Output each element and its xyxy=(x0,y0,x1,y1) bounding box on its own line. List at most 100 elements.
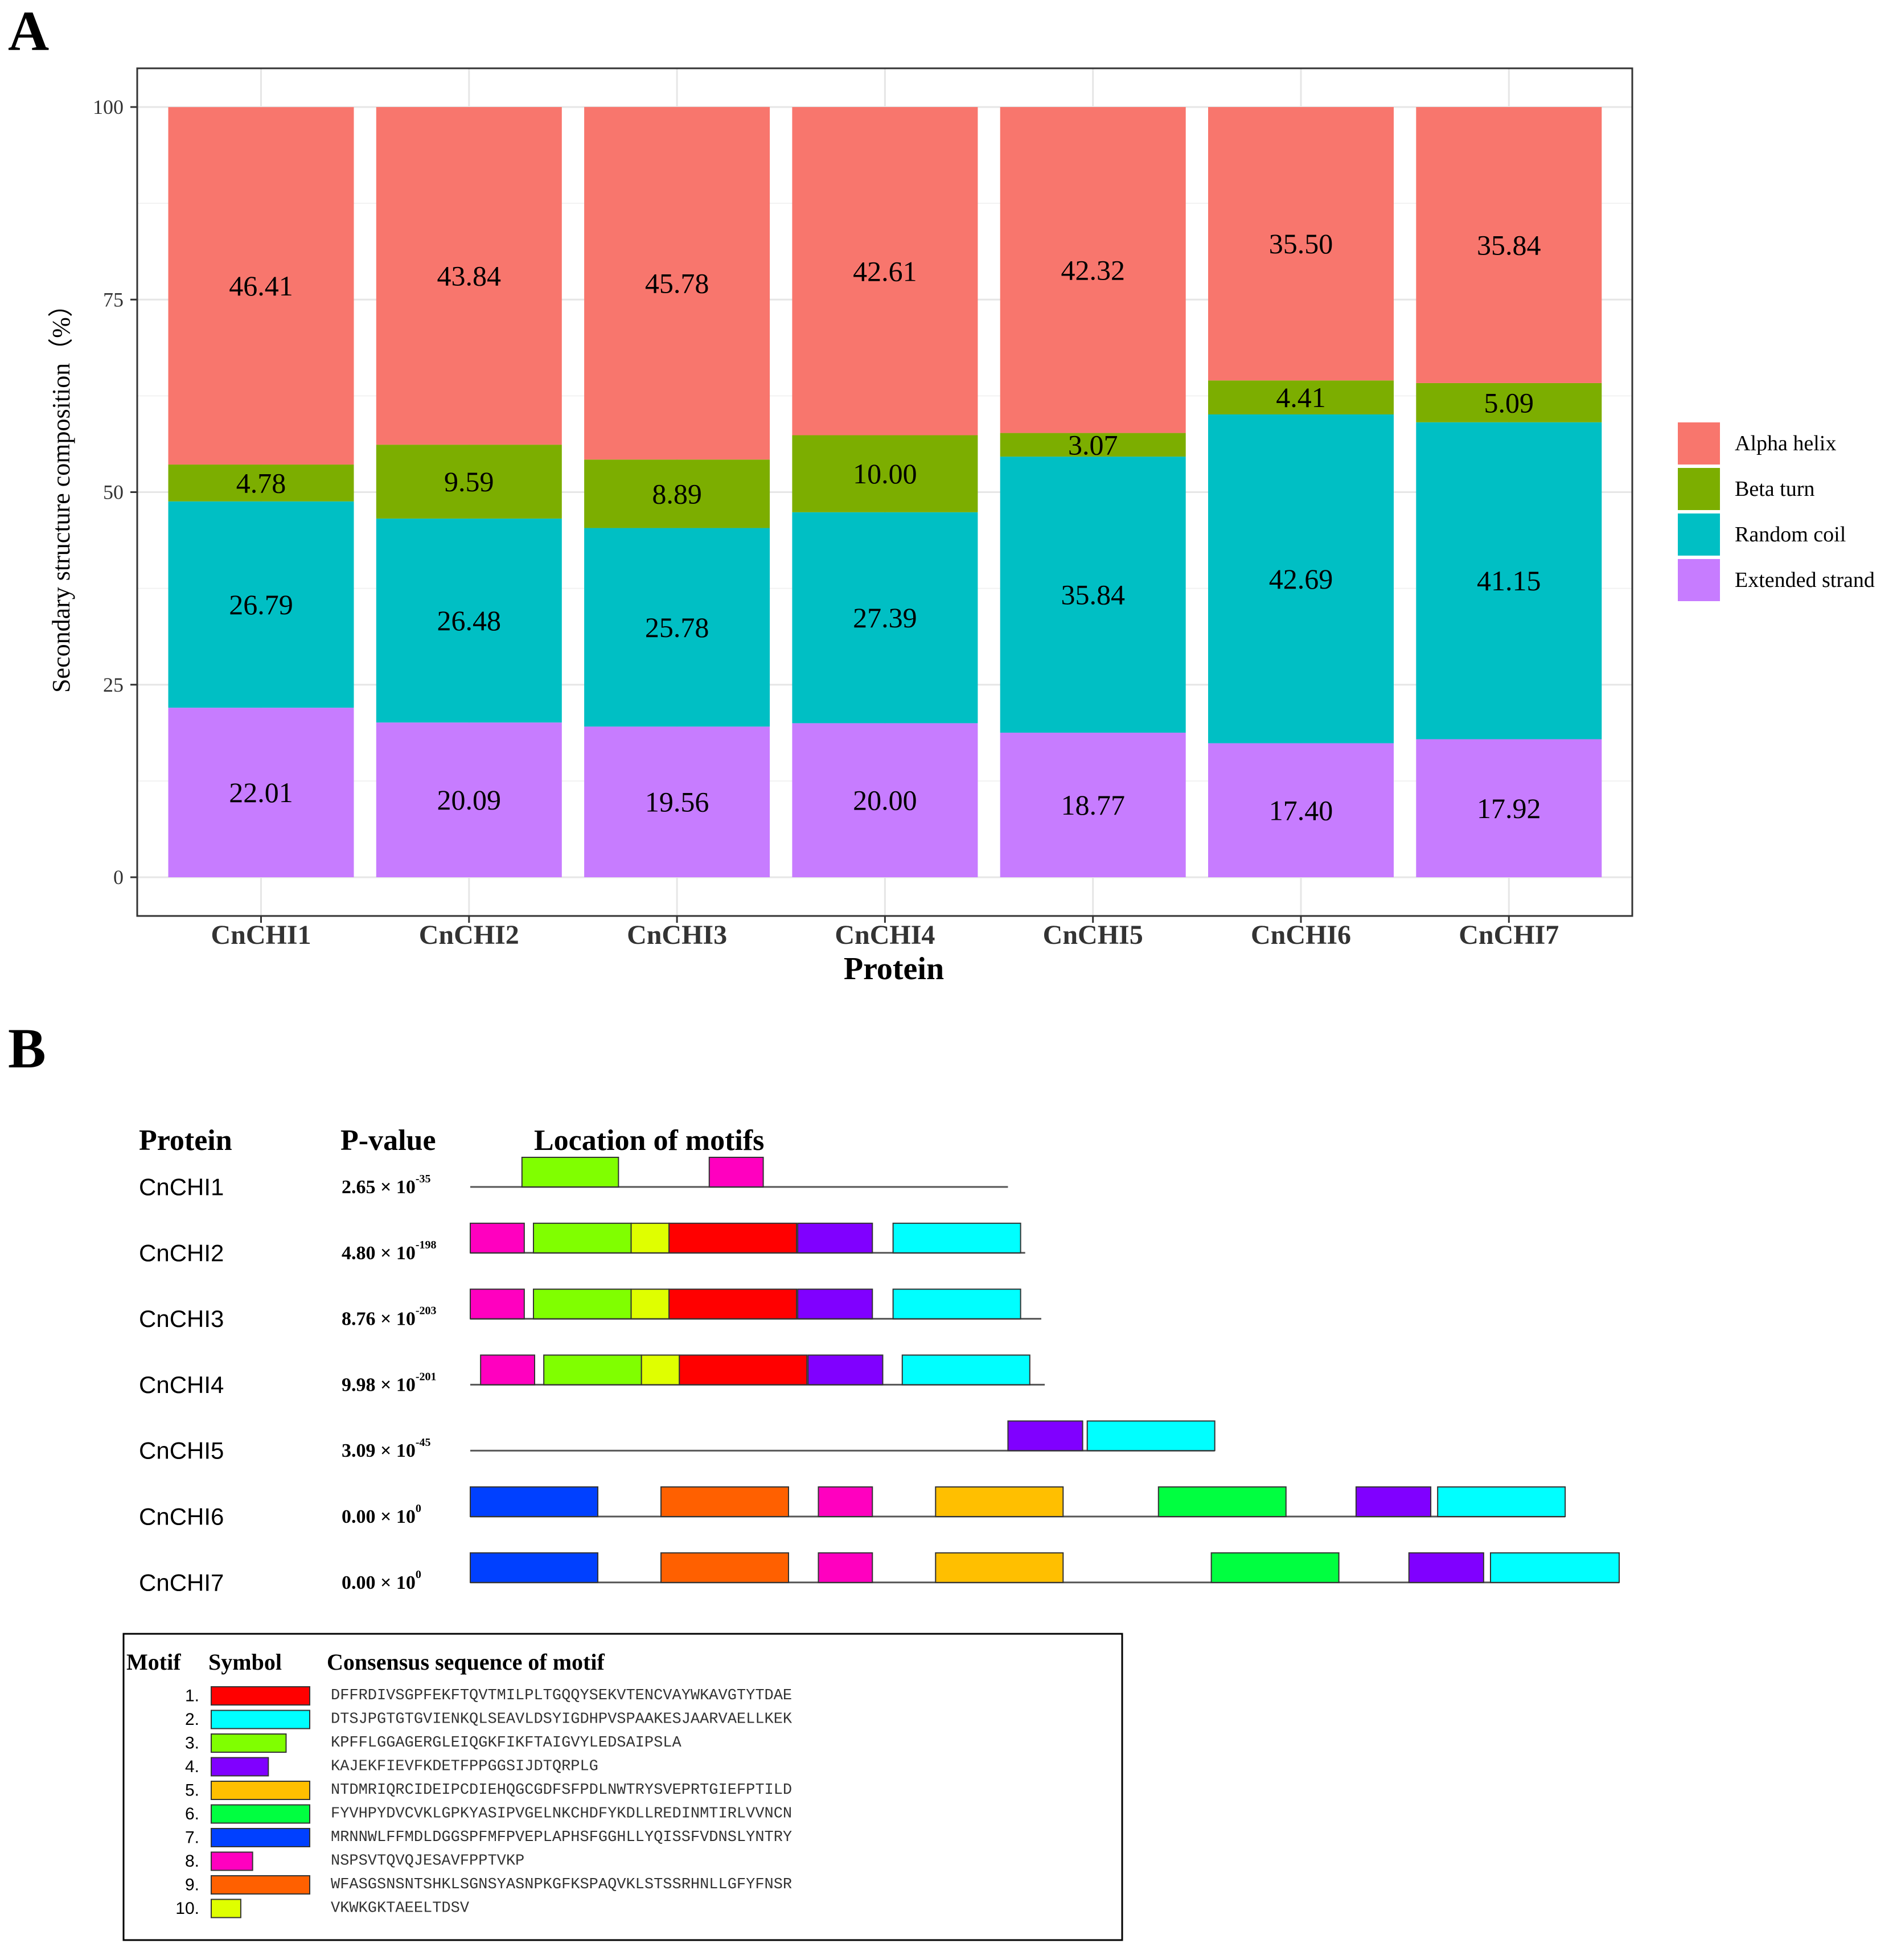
motif-row-protein: CnCHI6 xyxy=(139,1503,224,1530)
data-label-beta-turn-cnchi4: 10.00 xyxy=(853,458,917,490)
motif-row-cnchi2: CnCHI2 4.80 × 10-198 xyxy=(139,1222,1025,1266)
motif-block-10 xyxy=(640,1354,680,1386)
legend-motif-symbol-3 xyxy=(211,1733,287,1753)
motif-block-6 xyxy=(1157,1486,1287,1517)
legend-key-alpha-helix xyxy=(1678,422,1720,465)
y-tick-label: 75 xyxy=(103,288,124,311)
motif-header-pvalue: P-value xyxy=(340,1124,436,1157)
motif-block-7 xyxy=(470,1486,598,1517)
legend-motif-sequence: NTDMRIQRCIDEIPCDIEHQGCGDFSFPDLNWTRYSVEPR… xyxy=(331,1782,792,1799)
motif-block-5 xyxy=(935,1552,1064,1583)
legend-motif-number: 7. xyxy=(185,1828,199,1847)
motif-legend-box xyxy=(122,1633,1123,1941)
motif-block-2 xyxy=(1489,1552,1620,1583)
motif-block-7 xyxy=(470,1552,598,1583)
data-label-random-coil-cnchi3: 25.78 xyxy=(645,611,709,643)
motif-row-cnchi6: CnCHI6 0.00 × 100 xyxy=(139,1486,1566,1530)
data-label-alpha-helix-cnchi3: 45.78 xyxy=(645,268,709,299)
bar-random-coil-cnchi3 xyxy=(584,528,770,727)
motif-block-8 xyxy=(470,1288,525,1320)
bar-random-coil-cnchi7 xyxy=(1416,422,1602,739)
motif-block-8 xyxy=(818,1486,873,1517)
legend-label-extended-strand: Extended strand xyxy=(1735,568,1875,592)
data-label-alpha-helix-cnchi6: 35.50 xyxy=(1269,228,1333,260)
motif-row-protein: CnCHI4 xyxy=(139,1371,224,1398)
legend-motif-sequence: VKWKGKTAEELTDSV xyxy=(331,1900,470,1917)
x-tick-label-cnchi2: CnCHI2 xyxy=(419,920,519,950)
data-label-beta-turn-cnchi6: 4.41 xyxy=(1276,381,1326,413)
y-tick-label: 0 xyxy=(113,866,124,889)
data-label-beta-turn-cnchi7: 5.09 xyxy=(1484,387,1534,418)
data-label-extended-strand-cnchi3: 19.56 xyxy=(645,786,709,818)
legend-motif-number: 1. xyxy=(185,1687,199,1706)
bar-random-coil-cnchi5 xyxy=(1000,457,1186,733)
x-tick-label-cnchi7: CnCHI7 xyxy=(1459,920,1559,950)
legend-motif-number: 5. xyxy=(185,1781,199,1800)
bar-beta-turn-cnchi7 xyxy=(1416,383,1602,422)
motif-block-1 xyxy=(668,1288,798,1320)
motif-block-6 xyxy=(1210,1552,1340,1583)
legend-motif-sequence: NSPSVTQVQJESAVFPPTVKP xyxy=(331,1853,524,1870)
x-axis-title: Protein xyxy=(844,951,944,987)
bar-alpha-helix-cnchi5 xyxy=(1000,107,1186,433)
motif-block-4 xyxy=(797,1288,873,1320)
motif-block-2 xyxy=(892,1288,1021,1320)
legend-label-random-coil: Random coil xyxy=(1735,523,1846,547)
x-tick-label-cnchi3: CnCHI3 xyxy=(627,920,727,950)
bar-extended-strand-cnchi5 xyxy=(1000,733,1186,877)
bar-extended-strand-cnchi3 xyxy=(584,726,770,877)
bar-beta-turn-cnchi3 xyxy=(584,459,770,528)
x-tick-label-cnchi5: CnCHI5 xyxy=(1043,920,1143,950)
motif-header-protein: Protein xyxy=(139,1124,232,1157)
motif-row-pvalue: 0.00 × 100 xyxy=(342,1502,421,1527)
motif-row-protein: CnCHI1 xyxy=(139,1174,224,1201)
data-label-extended-strand-cnchi1: 22.01 xyxy=(229,776,293,808)
motif-block-10 xyxy=(630,1288,670,1320)
motif-row-cnchi7: CnCHI7 0.00 × 100 xyxy=(139,1552,1620,1596)
legend-label-alpha-helix: Alpha helix xyxy=(1735,432,1836,455)
motif-row-cnchi1: CnCHI1 2.65 × 10-35 xyxy=(139,1157,1008,1201)
legend-motif-symbol-9 xyxy=(211,1875,310,1895)
motif-map: CnCHI1 2.65 × 10-35 CnCHI2 4.80 × 10-198 CnC… xyxy=(139,1157,1620,1596)
bar-beta-turn-cnchi5 xyxy=(1000,433,1186,457)
chart-legend: Alpha helix Beta turn Random coil Extended … xyxy=(1678,422,1875,601)
data-label-random-coil-cnchi6: 42.69 xyxy=(1269,563,1333,595)
motif-row-protein: CnCHI7 xyxy=(139,1569,224,1596)
data-label-random-coil-cnchi1: 26.79 xyxy=(229,589,293,621)
y-tick-label: 25 xyxy=(103,673,124,696)
stacked-bar-chart: 22.01 26.79 4.78 46.41 20.09 26.48 9.59 43.84 19… xyxy=(47,67,1875,987)
panel-b-label: B xyxy=(8,1017,46,1080)
legend-motif-number: 4. xyxy=(185,1757,199,1776)
motif-block-4 xyxy=(1408,1552,1484,1583)
motif-block-3 xyxy=(532,1288,632,1320)
x-tick-label-cnchi4: CnCHI4 xyxy=(835,920,935,950)
motif-row-protein: CnCHI5 xyxy=(139,1437,224,1464)
legend-header-symbol: Symbol xyxy=(208,1649,282,1675)
motif-block-3 xyxy=(532,1222,632,1254)
bar-alpha-helix-cnchi1 xyxy=(168,107,354,465)
x-tick-label-cnchi1: CnCHI1 xyxy=(211,920,311,950)
bar-alpha-helix-cnchi2 xyxy=(376,107,562,445)
motif-block-4 xyxy=(807,1354,884,1386)
motif-block-3 xyxy=(521,1157,619,1187)
motif-block-9 xyxy=(660,1552,789,1583)
legend-key-beta-turn xyxy=(1678,468,1720,510)
data-label-beta-turn-cnchi5: 3.07 xyxy=(1068,429,1118,461)
legend-motif-sequence: KPFFLGGAGERGLEIQGKFIKFTAIGVYLEDSAIPSLA xyxy=(331,1735,681,1752)
motif-block-1 xyxy=(679,1354,808,1386)
data-label-alpha-helix-cnchi4: 42.61 xyxy=(853,255,917,287)
motif-block-4 xyxy=(1355,1486,1432,1517)
motif-row-pvalue: 8.76 × 10-203 xyxy=(342,1305,437,1330)
bar-alpha-helix-cnchi6 xyxy=(1208,107,1394,381)
bar-random-coil-cnchi4 xyxy=(792,512,978,724)
legend-motif-symbol-5 xyxy=(211,1781,310,1800)
legend-motif-number: 2. xyxy=(185,1710,199,1729)
bar-random-coil-cnchi1 xyxy=(168,501,354,708)
bar-extended-strand-cnchi6 xyxy=(1208,743,1394,877)
y-tick-label: 50 xyxy=(103,481,124,504)
legend-motif-sequence: DFFRDIVSGPFEKFTQVTMILPLTGQQYSEKVTENCVAYW… xyxy=(331,1687,792,1704)
legend-motif-symbol-7 xyxy=(211,1828,310,1847)
y-axis-title: Secondary structure composition（%） xyxy=(47,292,75,693)
panel-a-label: A xyxy=(8,0,49,63)
data-label-alpha-helix-cnchi2: 43.84 xyxy=(437,260,502,292)
